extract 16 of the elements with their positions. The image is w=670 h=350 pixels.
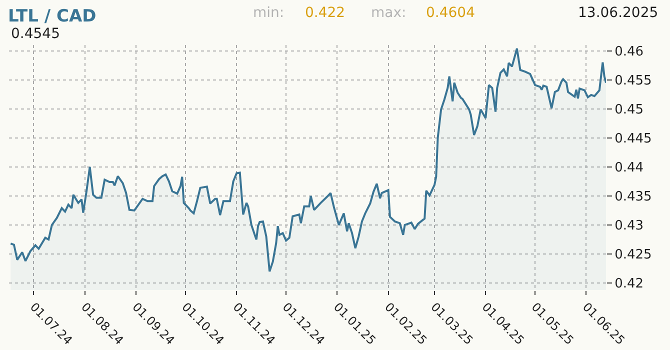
text: min:: [253, 5, 284, 21]
y-tick-label: 0.445: [614, 131, 652, 146]
y-tick-label: 0.42: [614, 276, 644, 292]
text: 13.06.2025: [578, 5, 658, 21]
text: 0.4604: [426, 5, 476, 21]
y-tick-label: 0.435: [614, 190, 652, 204]
y-tick-label: 0.43: [614, 218, 644, 234]
y-tick-label: 0.44: [614, 160, 644, 176]
y-tick-label: 0.455: [614, 73, 652, 88]
y-tick-label: 0.425: [614, 248, 652, 263]
y-tick-label: 0.46: [614, 44, 644, 60]
chart-title: LTL / CAD: [8, 6, 96, 27]
text: 0.4545: [11, 26, 60, 42]
text: 0.422: [305, 5, 346, 21]
text: max:: [371, 5, 406, 21]
y-tick-label: 0.45: [614, 102, 644, 118]
